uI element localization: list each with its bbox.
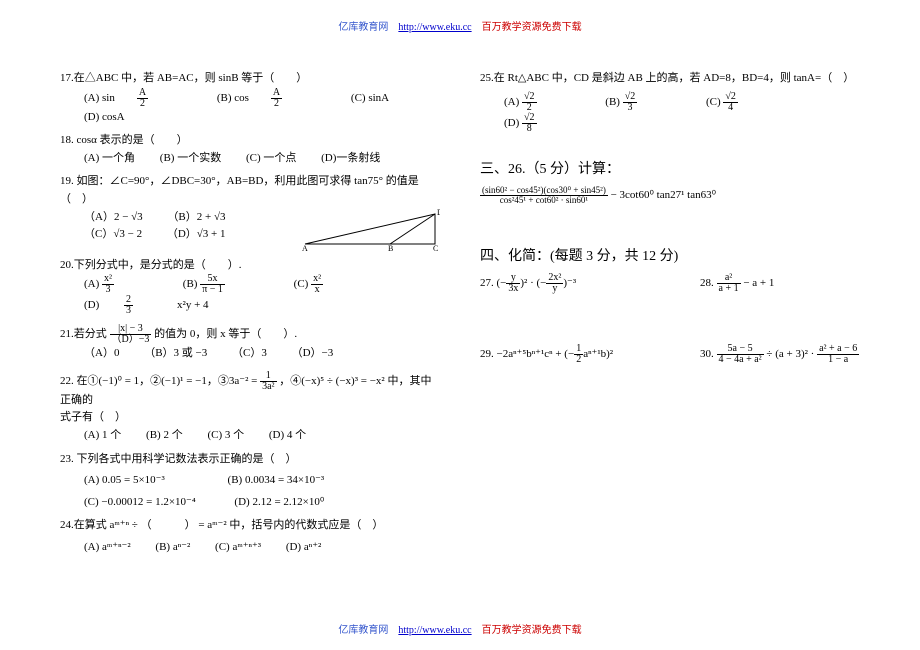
q27: 27. (−y3x)² · (−2x²y)⁻³ [480,273,640,294]
q25-opt-d: (D) √28 [504,113,581,134]
footer-site-tagline: 百万教学资源免费下载 [482,625,582,636]
q20-opt-b: (B) 5xπ − 1 [183,274,269,295]
q23-opt-a: (A) 0.05 = 5×10⁻³ [84,472,165,490]
q22-opt-a: (A) 1 个 [84,427,121,445]
section-3-heading: 三、26.（5 分）计算： [480,158,860,178]
q30: 30. 5a − 54 − 4a + a² ÷ (a + 3)² · a² + … [700,344,860,365]
q18-opt-c: (C) 一个点 [246,150,296,168]
q19-options-row1: （A）2 − √3 （B）2 + √3 [84,209,288,227]
q29-q30-row: 29. −2aⁿ⁺⁵bⁿ⁺¹cⁿ + (−12aⁿ⁺¹b)² 30. 5a − … [480,344,860,365]
right-column: 25.在 Rt△ABC 中，CD 是斜边 AB 上的高，若 AD=8，BD=4，… [480,70,860,600]
left-column: 17.在△ABC 中，若 AB=AC，则 sinB 等于（ ） (A) sinA… [60,70,440,600]
q25: 25.在 Rt△ABC 中，CD 是斜边 AB 上的高，若 AD=8，BD=4，… [480,70,860,134]
q24-options: (A) aᵐ⁺ⁿ⁻² (B) aⁿ⁻² (C) aᵐ⁺ⁿ⁺³ (D) aⁿ⁺² [84,539,440,557]
q23-stem: 23. 下列各式中用科学记数法表示正确的是（ ） [60,451,440,469]
q20-opt-c: (C) x²x [294,274,367,295]
q23-opt-b: (B) 0.0034 = 34×10⁻³ [228,472,325,490]
q19-stem: 19. 如图：∠C=90°，∠DBC=30°，AB=BD，利用此图可求得 tan… [60,173,440,208]
page-footer: 亿库教育网 http://www.eku.cc 百万教学资源免费下载 [0,621,920,636]
q21: 21.若分式 |x| − 3（D）−3 的值为 0，则 x 等于（ ）. （A）… [60,324,440,363]
q17-opt-b: (B) cosA2 [217,88,326,109]
q22-opt-b: (B) 2 个 [146,427,183,445]
q22-opt-c: (C) 3 个 [207,427,244,445]
q19-opt-d: （D）√3 + 1 [167,226,226,244]
section-4-heading: 四、化简：(每题 3 分，共 12 分) [480,245,860,265]
q22: 22. 在①(−1)⁰ = 1，②(−1)¹ = −1，③3a⁻² = 13a²… [60,371,440,445]
q17-stem: 17.在△ABC 中，若 AB=AC，则 sinB 等于（ ） [60,70,440,88]
q23: 23. 下列各式中用科学记数法表示正确的是（ ） (A) 0.05 = 5×10… [60,451,440,512]
q17-options: (A) sinA2 (B) cosA2 (C) sinA (D) cosA [84,88,440,127]
q18-opt-a: (A) 一个角 [84,150,135,168]
q25-stem: 25.在 Rt△ABC 中，CD 是斜边 AB 上的高，若 AD=8，BD=4，… [480,70,860,88]
q24-opt-d: (D) aⁿ⁺² [286,539,321,557]
q21-opt-b: （B）3 或 −3 [144,345,207,363]
q20-options: (A) x²3 (B) 5xπ − 1 (C) x²x (D) 23x²y + … [84,274,440,316]
q20-opt-a: (A) x²3 [84,274,158,295]
q17-opt-c: (C) sinA [351,90,389,108]
q18-opt-b: (B) 一个实数 [160,150,221,168]
q17-opt-a: (A) sinA2 [84,88,192,109]
svg-text:D: D [437,209,440,217]
q21-options: （A）0 （B）3 或 −3 （C）3 （D）−3 [84,345,440,363]
q24-opt-c: (C) aᵐ⁺ⁿ⁺³ [215,539,261,557]
q18-opt-d: (D)一条射线 [321,150,380,168]
q21-opt-a: （A）0 [84,345,119,363]
q20-opt-d: (D) 23x²y + 4 [84,295,231,316]
site-link[interactable]: http://www.eku.cc [398,22,471,33]
q30-label: 30. [700,348,714,360]
q22-opt-d: (D) 4 个 [269,427,306,445]
q19-opt-b: （B）2 + √3 [167,209,225,227]
q18-options: (A) 一个角 (B) 一个实数 (C) 一个点 (D)一条射线 [84,150,440,168]
q27-q28-row: 27. (−y3x)² · (−2x²y)⁻³ 28. a²a + 1 − a … [480,273,860,294]
q24-opt-a: (A) aᵐ⁺ⁿ⁻² [84,539,131,557]
content-columns: 17.在△ABC 中，若 AB=AC，则 sinB 等于（ ） (A) sinA… [60,70,860,600]
q29: 29. −2aⁿ⁺⁵bⁿ⁺¹cⁿ + (−12aⁿ⁺¹b)² [480,344,640,365]
q17: 17.在△ABC 中，若 AB=AC，则 sinB 等于（ ） (A) sinA… [60,70,440,126]
q28-label: 28. [700,277,714,289]
q22-options: (A) 1 个 (B) 2 个 (C) 3 个 (D) 4 个 [84,427,440,445]
q24: 24.在算式 aᵐ⁺ⁿ ÷ （ ） = aᵐ⁻² 中，括号内的代数式应是（ ） … [60,517,440,556]
footer-site-link[interactable]: http://www.eku.cc [398,625,471,636]
svg-text:A: A [302,244,308,251]
q18: 18. cosα 表示的是（ ） (A) 一个角 (B) 一个实数 (C) 一个… [60,132,440,167]
q19-options-row2: （C）√3 − 2 （D）√3 + 1 [84,226,288,244]
q25-opt-a: (A) √22 [504,92,581,113]
q25-opt-b: (B) √23 [605,92,681,113]
q21-pre: 21.若分式 [60,328,107,340]
svg-text:C: C [433,244,438,251]
q24-pre: 24.在算式 aᵐ⁺ⁿ ÷ （ ） = aᵐ⁻² 中，括号内的代数式应是（ ） [60,517,440,535]
q26-tail: − 3cot60⁰ tan27¹ tan63⁰ [611,189,716,201]
q24-opt-b: (B) aⁿ⁻² [155,539,190,557]
svg-text:B: B [388,244,393,251]
q21-opt-c: （C）3 [232,345,267,363]
q19: 19. 如图：∠C=90°，∠DBC=30°，AB=BD，利用此图可求得 tan… [60,173,440,250]
q17-opt-d: (D) cosA [84,109,125,127]
q23-opt-d: (D) 2.12 = 2.12×10⁰ [234,494,324,512]
footer-site-name: 亿库教育网 [338,625,388,636]
q28: 28. a²a + 1 − a + 1 [700,273,860,294]
q19-triangle-figure: A B C D [300,209,440,251]
page-header: 亿库教育网 http://www.eku.cc 百万教学资源免费下载 [0,18,920,33]
q22-pre: 22. 在①(−1)⁰ = 1，②(−1)¹ = −1，③3a⁻² = [60,375,257,387]
site-name: 亿库教育网 [338,22,388,33]
q25-opt-c: (C) √24 [706,92,782,113]
q20: 20.下列分式中，是分式的是（ ）. (A) x²3 (B) 5xπ − 1 (… [60,257,440,317]
q23-opt-c: (C) −0.00012 = 1.2×10⁻⁴ [84,494,196,512]
q26-fraction: (sin60² − cos45²)(cos30⁰ + sin45²) cos²4… [480,186,608,205]
q27-label: 27. [480,277,494,289]
q25-options: (A) √22 (B) √23 (C) √24 (D) √28 [504,92,860,134]
q29-label: 29. [480,348,494,360]
q26: (sin60² − cos45²)(cos30⁰ + sin45²) cos²4… [480,186,860,205]
q18-stem: 18. cosα 表示的是（ ） [60,132,440,150]
q19-opt-c: （C）√3 − 2 [84,226,142,244]
q23-options-row2: (C) −0.00012 = 1.2×10⁻⁴ (D) 2.12 = 2.12×… [84,494,440,512]
q21-opt-d: （D）−3 [292,345,334,363]
q19-opt-a: （A）2 − √3 [84,209,143,227]
q22-line2: 式子有（ ） [60,409,440,427]
site-tagline: 百万教学资源免费下载 [482,22,582,33]
q23-options-row1: (A) 0.05 = 5×10⁻³ (B) 0.0034 = 34×10⁻³ [84,472,440,490]
q20-stem: 20.下列分式中，是分式的是（ ）. [60,257,440,275]
q21-post: 的值为 0，则 x 等于（ ）. [154,328,297,340]
